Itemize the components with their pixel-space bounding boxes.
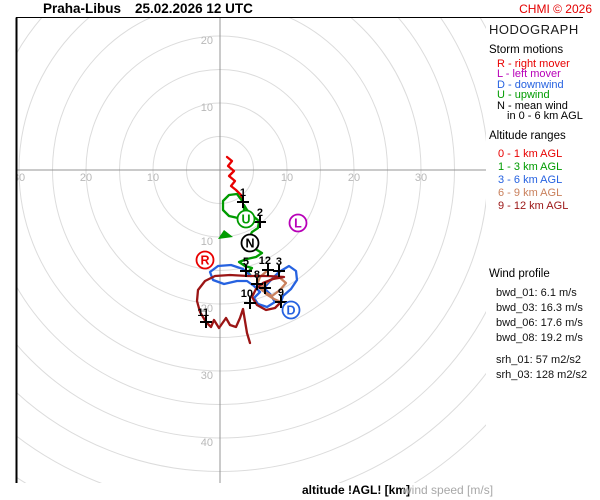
altitude-mark-label: 8 (254, 269, 260, 281)
axis-tick-label: 30 (13, 172, 25, 184)
axis-tick-label: 30 (415, 172, 427, 184)
storm-marker-letter: U (241, 213, 250, 227)
speed-ring (16, 372, 486, 483)
copyright-text: CHMI © 2026 (519, 2, 592, 16)
altitude-range-item: 9 - 12 km AGL (498, 200, 569, 213)
panel-title: HODOGRAPH (489, 22, 579, 37)
altitude-mark-label: 3 (276, 256, 282, 268)
axis-tick-label: 40 (201, 437, 213, 449)
page-title: Praha-Libus 25.02.2026 12 UTC (43, 1, 253, 16)
altitude-mark-5: 5 (240, 256, 252, 277)
storm-motions-list: R - right mover L - left mover D - downwin… (489, 58, 597, 112)
axis-tick-label: 10 (201, 102, 213, 114)
altitude-mark-10: 10 (241, 288, 256, 309)
altitude-mark-label: 2 (257, 207, 263, 219)
sounding-datetime: 25.02.2026 12 UTC (135, 1, 253, 16)
trace-9-12-km-agl (195, 273, 286, 345)
bwd-list: bwd_01: 6.1 m/s bwd_03: 16.3 m/s bwd_06: 1… (489, 286, 597, 346)
station-name: Praha-Libus (43, 1, 122, 16)
altitude-mark-label: 11 (197, 307, 209, 319)
storm-marker-letter: D (286, 304, 295, 318)
storm-motion-item: N - mean wind (497, 99, 568, 112)
altitude-mark-2: 2 (254, 207, 266, 228)
axis-tick-label: 10 (281, 172, 293, 184)
altitude-mark-3: 3 (273, 256, 285, 277)
wind-speed-axis-caption: wind speed [m/s] (403, 483, 494, 497)
altitude-mark-label: 12 (259, 255, 271, 267)
altitude-mark-9: 9 (275, 287, 287, 308)
storm-marker-letter: L (294, 217, 302, 231)
axis-tick-label: 10 (201, 236, 213, 248)
storm-marker-N: N (240, 233, 260, 253)
trace-1-3-km-agl (221, 192, 264, 278)
storm-marker-R: R (195, 250, 215, 270)
srh-value: srh_03: 128 m2/s2 (496, 369, 588, 382)
bwd-value: bwd_03: 16.3 m/s (496, 302, 583, 315)
axis-tick-label: 20 (80, 172, 92, 184)
altitude-range-item: 0 - 1 km AGL (498, 148, 563, 161)
srh-value: srh_01: 57 m2/s2 (496, 354, 581, 367)
altitude-mark-label: 9 (278, 287, 284, 299)
wind-profile-heading: Wind profile (489, 268, 550, 281)
altitude-mark-label: 1 (240, 187, 246, 199)
bwd-value: bwd_01: 6.1 m/s (496, 287, 577, 300)
trace-3-6-km-agl (208, 263, 299, 309)
axis-tick-label: 10 (147, 172, 159, 184)
storm-motion-item: L - left mover (497, 68, 561, 81)
upwind-arrowhead (218, 230, 233, 239)
altitude-ranges-heading: Altitude ranges (489, 130, 566, 143)
trace-0-1-km-agl (225, 155, 245, 204)
altitude-ranges-list: 0 - 1 km AGL 1 - 3 km AGL 3 - 6 km AGL 6 - … (489, 148, 597, 213)
altitude-mark-label: 10 (241, 288, 253, 300)
storm-marker-D: D (281, 300, 301, 320)
storm-marker-U: U (236, 209, 256, 229)
altitude-mark-8: 8 (251, 269, 263, 290)
mean-wind-note: in 0 - 6 km AGL (507, 110, 583, 123)
altitude-range-item: 1 - 3 km AGL (498, 161, 563, 174)
storm-motion-item: D - downwind (497, 78, 564, 91)
srh-list: srh_01: 57 m2/s2 srh_03: 128 m2/s2 (489, 353, 597, 383)
axis-tick-label: 30 (201, 370, 213, 382)
storm-marker-letter: N (245, 237, 254, 251)
storm-marker-L: L (288, 213, 308, 233)
storm-motion-item: U - upwind (497, 89, 550, 102)
storm-marker-letter: R (200, 254, 209, 268)
altitude-mark-x (259, 282, 271, 294)
legend-panel: HODOGRAPH Storm motions R - right mover L… (489, 17, 597, 383)
axis-tick-label: 20 (201, 35, 213, 47)
bwd-value: bwd_06: 17.6 m/s (496, 317, 583, 330)
altitude-mark-1: 1 (237, 187, 249, 208)
altitude-range-item: 6 - 9 km AGL (498, 187, 563, 200)
altitude-mark-label: 5 (243, 256, 249, 268)
axis-tick-label: 20 (201, 303, 213, 315)
altitude-axis-caption: altitude !AGL! [km] (302, 483, 410, 497)
storm-motions-heading: Storm motions (489, 44, 564, 56)
storm-motion-item: R - right mover (497, 58, 570, 70)
altitude-range-item: 3 - 6 km AGL (498, 174, 563, 187)
bwd-value: bwd_08: 19.2 m/s (496, 332, 583, 345)
altitude-mark-11: 11 (197, 307, 212, 328)
altitude-mark-12: 12 (259, 255, 274, 276)
axis-tick-label: 20 (348, 172, 360, 184)
